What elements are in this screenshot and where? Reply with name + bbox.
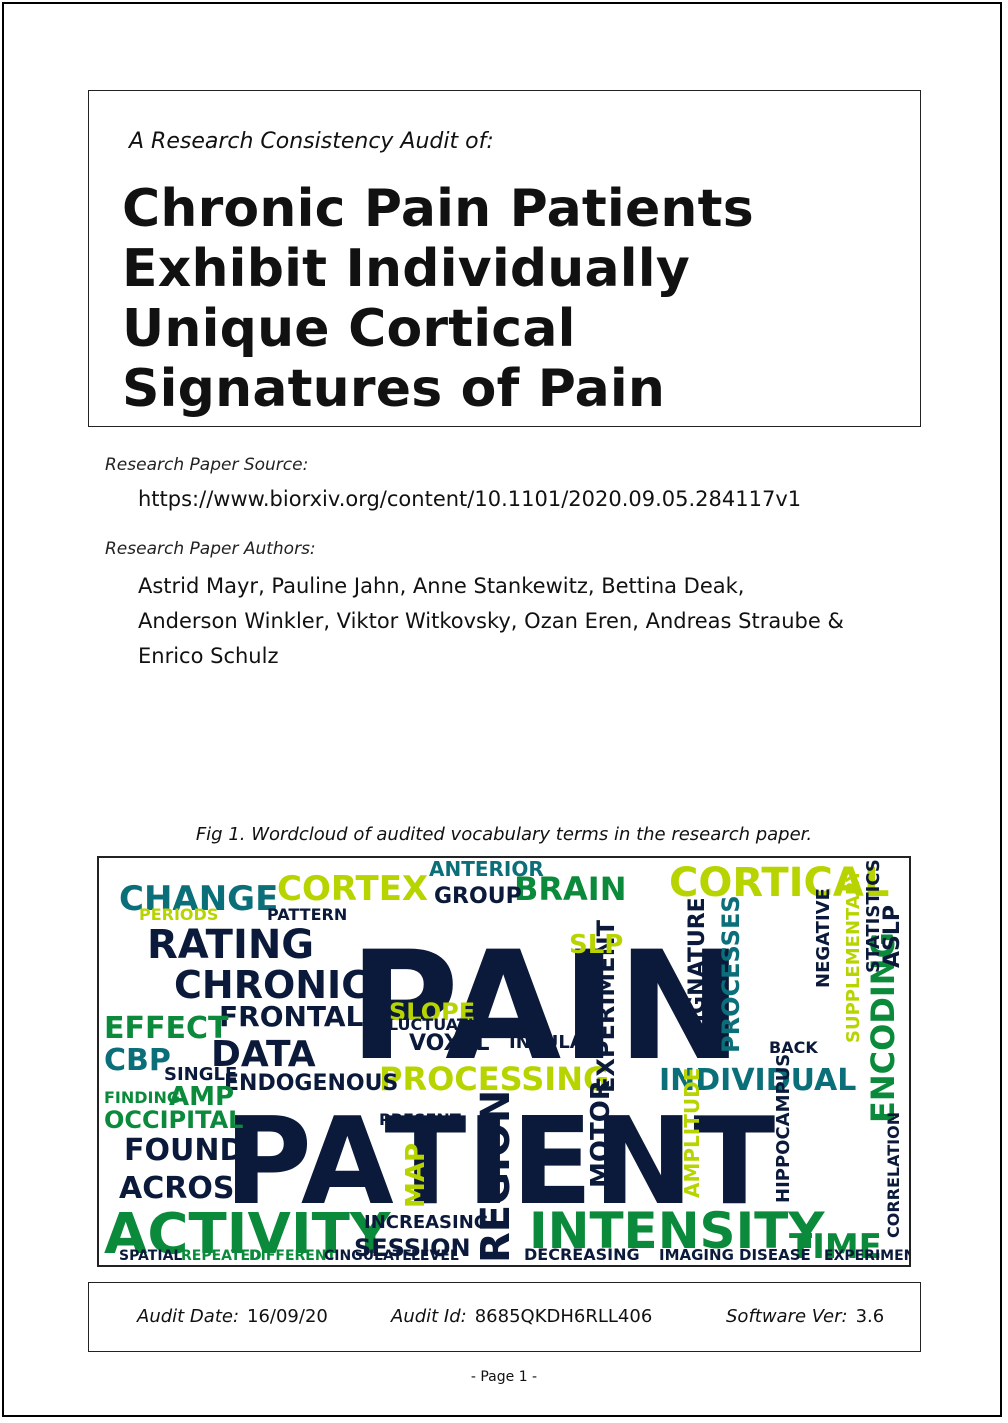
word-across: ACROSS xyxy=(119,1171,255,1206)
word-disease: DISEASE xyxy=(739,1246,811,1264)
word-aslp: ASLP xyxy=(880,905,905,968)
word-group: GROUP xyxy=(434,884,522,909)
word-endogenous: ENDOGENOUS xyxy=(224,1071,398,1096)
page-number: - Page 1 - xyxy=(470,1369,538,1385)
word-experimental: EXPERIMENTAL xyxy=(824,1248,909,1264)
word-fluctuation: FLUCTUATION xyxy=(377,1015,501,1034)
word-intensity: INTENSITY xyxy=(529,1202,825,1260)
word-level: LEVEL xyxy=(411,1248,459,1264)
software-version-label: Software Ver: xyxy=(726,1306,848,1327)
audit-info-box: Audit Date: 16/09/20 Audit Id: 8685QKDH6RL… xyxy=(88,1282,921,1352)
source-label: Research Paper Source: xyxy=(105,455,309,475)
audit-id: Audit Id: 8685QKDH6RLL406 xyxy=(391,1306,652,1327)
word-individual: INDIVIDUAL xyxy=(659,1063,856,1098)
word-imaging: IMAGING xyxy=(659,1246,734,1264)
word-cortex: CORTEX xyxy=(277,869,428,909)
word-session: SESSION xyxy=(354,1234,471,1262)
word-processing: PROCESSING xyxy=(379,1060,609,1098)
authors-line-1: Astrid Mayr, Pauline Jahn, Anne Stankewi… xyxy=(138,574,745,598)
word-back: BACK xyxy=(769,1038,818,1057)
word-frontal: FRONTAL xyxy=(219,1000,364,1033)
word-chronic: CHRONIC xyxy=(174,963,369,1007)
word-encoding: ENCODING xyxy=(864,932,902,1123)
word-cbp: CBP xyxy=(104,1043,171,1078)
wordcloud-figure: PAIN PATIENT ACTIVITY INTENSITY CORTICAL CHAN… xyxy=(97,856,911,1267)
word-cortical: CORTICAL xyxy=(669,860,889,906)
word-statistics: STATISTICS xyxy=(863,859,884,973)
word-change: CHANGE xyxy=(119,879,278,919)
word-negative: NEGATIVE xyxy=(813,888,834,988)
word-pain: PAIN xyxy=(349,920,743,1094)
word-spatial: SPATIAL xyxy=(119,1248,182,1264)
authors-line-3: Enrico Schulz xyxy=(138,644,279,668)
word-supplementary: SUPPLEMENTARY xyxy=(843,868,864,1043)
word-finding: FINDING xyxy=(104,1088,180,1107)
word-effect: EFFECT xyxy=(104,1011,229,1046)
word-data: DATA xyxy=(211,1034,316,1075)
source-url[interactable]: https://www.biorxiv.org/content/10.1101/… xyxy=(138,487,802,511)
audit-date-label: Audit Date: xyxy=(137,1306,240,1327)
word-slp: SLP xyxy=(569,930,623,960)
audit-id-label: Audit Id: xyxy=(391,1306,467,1327)
word-processes: PROCESSES xyxy=(717,895,745,1053)
audit-date: Audit Date: 16/09/20 xyxy=(137,1306,328,1327)
word-rating: RATING xyxy=(147,922,314,968)
word-insula: INSULA xyxy=(509,1032,584,1053)
word-single: SINGLE xyxy=(164,1064,237,1085)
word-decreasing: DECREASING xyxy=(524,1245,640,1264)
word-anterior: ANTERIOR xyxy=(429,858,544,881)
word-correlation: CORRELATION xyxy=(884,1112,903,1238)
word-slope: SLOPE xyxy=(389,998,475,1026)
word-found: FOUND xyxy=(124,1133,244,1168)
word-time: TIME xyxy=(789,1227,882,1265)
word-voxel: VOXEL xyxy=(409,1031,490,1056)
word-motor: MOTOR xyxy=(586,1080,616,1188)
authors-label: Research Paper Authors: xyxy=(105,539,316,559)
software-version: Software Ver: 3.6 xyxy=(726,1306,884,1327)
pre-title: A Research Consistency Audit of: xyxy=(129,129,494,154)
authors-line-2: Anderson Winkler, Viktor Witkovsky, Ozan… xyxy=(138,609,844,633)
audit-id-value: 8685QKDH6RLL406 xyxy=(474,1306,653,1327)
word-map: MAP xyxy=(401,1143,431,1208)
word-patient: PATIENT xyxy=(224,1093,775,1232)
word-activity: ACTIVITY xyxy=(104,1202,392,1265)
word-increasing: INCREASING xyxy=(364,1212,489,1233)
word-signature: SIGNATURE xyxy=(685,897,710,1038)
word-different: DIFFERENT xyxy=(249,1248,337,1264)
figure-caption: Fig 1. Wordcloud of audited vocabulary t… xyxy=(195,824,813,845)
audit-date-value: 16/09/20 xyxy=(247,1306,328,1327)
word-cingulate: CINGULATE xyxy=(324,1248,412,1264)
word-occipital: OCCIPITAL xyxy=(104,1106,243,1134)
page-title: Chronic Pain Patients Exhibit Individual… xyxy=(122,179,754,419)
word-hippocampus: HIPPOCAMPUS xyxy=(773,1054,794,1203)
word-pattern: PATTERN xyxy=(267,905,347,924)
word-experiment: EXPERIMENT xyxy=(592,919,620,1093)
word-amplitude: AMPLITUDE xyxy=(680,1068,704,1198)
word-repeated: REPEATED xyxy=(181,1248,262,1264)
word-amp: AMP xyxy=(169,1082,234,1112)
software-version-value: 3.6 xyxy=(855,1306,885,1327)
word-brain: BRAIN xyxy=(514,870,626,908)
word-region: REGION xyxy=(473,1090,519,1263)
word-present: PRESENT xyxy=(379,1110,461,1129)
word-periods: PERIODS xyxy=(139,905,218,924)
title-box: A Research Consistency Audit of: Chronic… xyxy=(88,90,921,427)
